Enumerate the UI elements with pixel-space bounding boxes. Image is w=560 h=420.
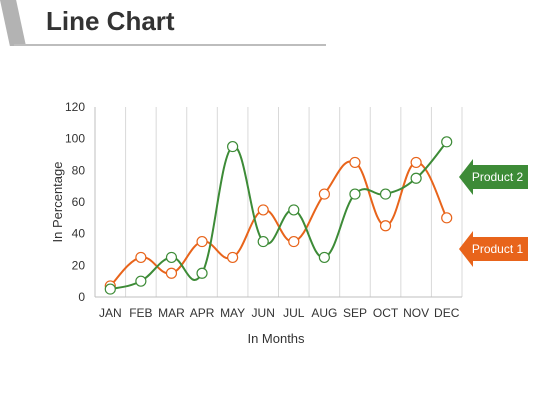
chart-axes: [94, 107, 462, 298]
data-point: [196, 267, 208, 279]
y-tick-labels: 0 20 40 60 80 100 120: [65, 100, 85, 304]
chart-series: [104, 136, 453, 295]
y-tick-label: 20: [72, 258, 86, 272]
y-tick-label: 40: [72, 227, 86, 241]
legend-product-2: Product 2: [459, 159, 528, 195]
y-tick-label: 80: [72, 163, 86, 177]
data-point: [135, 251, 147, 264]
data-point: [165, 251, 178, 264]
data-point: [379, 220, 392, 232]
legend-product-1: Product 1: [459, 231, 528, 267]
x-tick-label: AUG: [311, 306, 337, 320]
chart-legend: Product 2 Product 1: [459, 159, 528, 267]
x-tick-label: JAN: [99, 306, 122, 320]
data-point: [410, 172, 422, 184]
data-point: [227, 140, 239, 153]
legend-label: Product 1: [472, 242, 524, 256]
legend-arrow: [459, 231, 528, 267]
data-point: [349, 156, 361, 169]
chart-grid: [94, 107, 463, 297]
data-point: [257, 204, 269, 216]
data-point: [196, 235, 208, 248]
y-tick-label: 100: [65, 132, 85, 146]
title-bar: Line Chart: [0, 0, 326, 46]
x-tick-label: MAR: [158, 306, 185, 320]
y-tick-label: 60: [72, 195, 86, 209]
x-tick-label: MAY: [220, 306, 245, 320]
data-point: [288, 204, 300, 216]
x-tick-label: FEB: [129, 306, 152, 320]
y-axis-label: In Percentage: [50, 162, 65, 243]
x-tick-label: APR: [190, 306, 215, 320]
y-tick-label: 0: [78, 290, 85, 304]
y-tick-label: 120: [65, 100, 85, 114]
data-point: [104, 283, 116, 295]
x-tick-label: NOV: [403, 306, 429, 320]
data-point: [288, 235, 300, 248]
x-tick-label: OCT: [373, 306, 399, 320]
page-title: Line Chart: [46, 6, 175, 36]
series-2-points: [104, 136, 453, 295]
data-point: [227, 251, 239, 264]
data-point: [349, 188, 361, 200]
data-point: [318, 251, 330, 264]
x-tick-label: JUL: [283, 306, 305, 320]
x-tick-label: JUN: [252, 306, 275, 320]
data-point: [441, 136, 453, 148]
data-point: [165, 267, 178, 279]
data-point: [441, 212, 453, 224]
x-axis-label: In Months: [247, 331, 305, 346]
data-point: [257, 235, 269, 248]
title-underline: [14, 44, 326, 46]
x-tick-labels: JAN FEB MAR APR MAY JUN JUL AUG SEP OCT NOV DEC: [99, 306, 460, 320]
data-point: [135, 275, 147, 287]
data-point: [379, 188, 392, 200]
data-point: [318, 188, 330, 200]
data-point: [410, 156, 422, 169]
x-tick-label: DEC: [434, 306, 460, 320]
legend-label: Product 2: [472, 170, 524, 184]
legend-arrow: [459, 159, 528, 195]
x-tick-label: SEP: [343, 306, 367, 320]
